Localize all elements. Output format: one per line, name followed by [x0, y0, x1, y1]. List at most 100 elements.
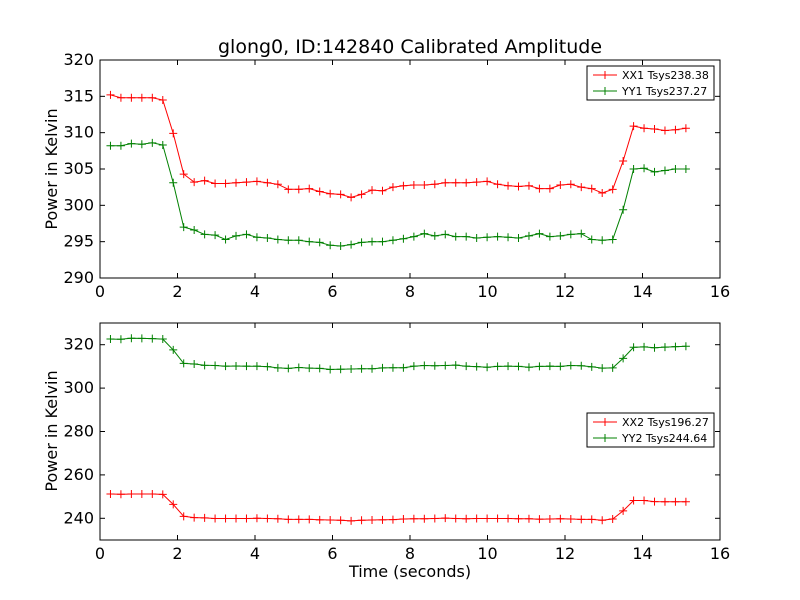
top-data-point	[483, 177, 492, 186]
top-data-point	[629, 165, 638, 173]
top-data-point	[420, 229, 429, 238]
chart-title: glong0, ID:142840 Calibrated Amplitude	[218, 36, 602, 58]
bottom-data-point	[472, 514, 481, 523]
bottom-legend-label: YY2 Tsys244.64	[621, 432, 707, 445]
bottom-data-point	[116, 490, 125, 499]
bottom-data-point	[524, 514, 533, 523]
top-data-point	[577, 183, 586, 192]
top-data-point	[200, 230, 209, 239]
bottom-data-point	[388, 515, 397, 524]
top-legend-label: YY1 Tsys237.27	[621, 85, 707, 98]
top-data-point	[504, 233, 513, 242]
top-data-point	[263, 178, 272, 187]
bottom-x-ticks: 0 2 4 6 8 10 12 14 16	[95, 323, 730, 563]
top-x-tick-label: 10	[477, 282, 497, 301]
bottom-data-point	[273, 363, 282, 372]
top-data-point	[273, 180, 282, 189]
bottom-y-ticks: 240 260 280 300 320	[63, 335, 720, 527]
bottom-data-point	[681, 497, 690, 506]
bottom-data-point	[326, 365, 335, 374]
bottom-data-point	[148, 334, 157, 343]
bottom-data-point	[221, 514, 230, 523]
top-x-ticks: 0 2 4 6 8 10 12 14 16	[95, 60, 730, 301]
bottom-x-tick-label: 8	[405, 544, 415, 563]
bottom-data-point	[294, 363, 303, 372]
top-data-point	[284, 185, 293, 194]
bottom-data-point	[640, 342, 649, 351]
bottom-data-point	[619, 354, 628, 363]
top-data-point	[671, 165, 680, 173]
top-data-point	[221, 235, 230, 244]
x-axis-label: Time (seconds)	[348, 562, 471, 581]
bottom-data-point	[587, 362, 596, 371]
bottom-data-point	[493, 362, 502, 371]
bottom-data-point	[629, 343, 638, 352]
bottom-data-point	[158, 335, 167, 344]
bottom-data-point	[420, 514, 429, 523]
top-data-point	[681, 165, 690, 173]
top-data-point	[681, 124, 690, 133]
bottom-x-tick-label: 2	[172, 544, 182, 563]
top-data-point	[660, 126, 669, 135]
top-data-point	[137, 93, 146, 102]
top-x-tick-label: 14	[632, 282, 652, 301]
top-data-point	[399, 234, 408, 243]
bottom-x-tick-label: 14	[632, 544, 652, 563]
top-data-point	[545, 232, 554, 241]
top-data-point	[148, 93, 157, 102]
top-x-tick-label: 8	[405, 282, 415, 301]
top-data-point	[430, 231, 439, 240]
bottom-data-point	[190, 513, 199, 522]
bottom-data-point	[106, 489, 115, 498]
bottom-data-point	[315, 515, 324, 524]
bottom-data-point	[629, 496, 638, 505]
bottom-data-point	[483, 363, 492, 372]
bottom-data-point	[211, 514, 220, 523]
top-x-tick-label: 0	[95, 282, 105, 301]
top-data-point	[451, 178, 460, 187]
top-data-point	[472, 234, 481, 243]
top-y-tick-label: 300	[63, 195, 94, 214]
top-data-point	[305, 237, 314, 246]
bottom-data-point	[671, 342, 680, 351]
top-data-point	[472, 178, 481, 187]
bottom-data-point	[640, 496, 649, 505]
top-x-tick-label: 2	[172, 282, 182, 301]
top-data-point	[524, 231, 533, 240]
top-data-point	[284, 236, 293, 245]
top-data-point	[294, 236, 303, 245]
bottom-data-point	[545, 362, 554, 371]
top-y-tick-label: 320	[63, 50, 94, 69]
top-data-point	[106, 90, 115, 99]
bottom-legend-marker	[601, 418, 609, 426]
bottom-data-point	[514, 514, 523, 523]
bottom-data-point	[179, 512, 188, 521]
bottom-data-point	[598, 364, 607, 373]
bottom-y-tick-label: 320	[63, 335, 94, 354]
bottom-data-point	[462, 514, 471, 523]
bottom-data-point	[211, 361, 220, 370]
top-data-point	[535, 184, 544, 193]
bottom-series	[106, 334, 690, 525]
top-data-point	[483, 233, 492, 242]
top-data-point	[273, 235, 282, 244]
bottom-data-point	[535, 515, 544, 524]
top-data-point	[493, 232, 502, 241]
bottom-data-point	[660, 497, 669, 506]
bottom-data-point	[577, 361, 586, 370]
bottom-data-point	[106, 335, 115, 344]
bottom-data-point	[137, 489, 146, 498]
bottom-data-point	[504, 514, 513, 523]
top-data-point	[347, 240, 356, 249]
bottom-data-point	[650, 343, 659, 352]
top-data-point	[116, 93, 125, 102]
top-data-point	[200, 176, 209, 185]
top-data-point	[660, 166, 669, 175]
top-x-tick-label: 6	[327, 282, 337, 301]
top-data-point	[619, 205, 628, 214]
top-data-point	[535, 229, 544, 238]
bottom-data-point	[294, 515, 303, 524]
top-data-point	[514, 234, 523, 243]
bottom-data-point	[347, 516, 356, 525]
top-data-point	[127, 93, 136, 102]
